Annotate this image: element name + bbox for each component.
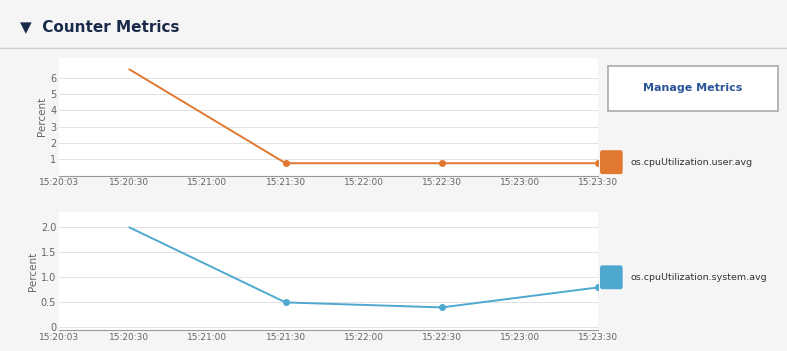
Point — [592, 160, 604, 166]
Text: os.cpuUtilization.system.avg: os.cpuUtilization.system.avg — [630, 273, 767, 282]
FancyBboxPatch shape — [600, 150, 623, 174]
Point — [279, 300, 292, 305]
Point — [279, 160, 292, 166]
Y-axis label: Percent: Percent — [37, 97, 47, 136]
Y-axis label: Percent: Percent — [28, 252, 38, 291]
Text: os.cpuUtilization.user.avg: os.cpuUtilization.user.avg — [630, 158, 752, 166]
Point — [592, 285, 604, 290]
Point — [435, 160, 448, 166]
FancyBboxPatch shape — [600, 265, 623, 289]
Point — [435, 305, 448, 310]
FancyBboxPatch shape — [608, 66, 778, 111]
Text: Manage Metrics: Manage Metrics — [643, 84, 742, 93]
Text: ▼  Counter Metrics: ▼ Counter Metrics — [20, 20, 179, 34]
